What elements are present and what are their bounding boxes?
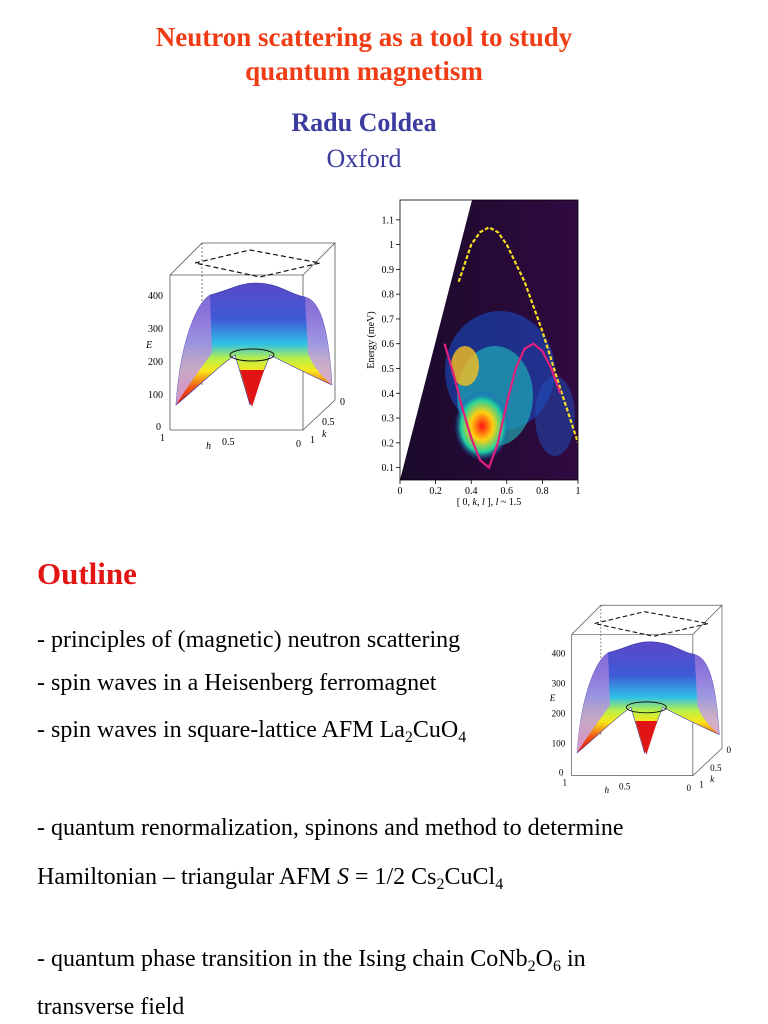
surface-cone-tip	[635, 721, 658, 755]
affiliation: Oxford	[326, 144, 402, 173]
x-tick-label: 0	[398, 486, 403, 497]
outline-item: - principles of (magnetic) neutron scatt…	[37, 627, 461, 653]
contour-ellipse	[625, 701, 667, 714]
h-tick: 1	[160, 433, 165, 444]
z-tick: 200	[148, 357, 163, 368]
y-tick-label: 0.5	[382, 364, 395, 375]
page-title: Neutron scattering as a tool to study qu…	[0, 20, 728, 88]
y-axis-ticks: 0.1 0.2 0.3 0.4 0.5 0.6 0.7 0.8 0.9 1 1.1	[382, 215, 400, 474]
z-tick: 100	[148, 390, 163, 401]
kinematic-limit-region	[400, 200, 472, 480]
intensity-map-chart: 0.10.20.30.40.50.60.70.80.911.1 0 0.2 0.4 0…	[366, 199, 581, 508]
outline-item: transverse field	[37, 994, 185, 1020]
h-tick: 0.5	[619, 781, 631, 791]
y-tick-label: 0.3	[382, 414, 395, 425]
outline-item: Hamiltonian – triangular AFM S = 1/2 Cs2…	[37, 864, 504, 893]
y-tick-label: 0.7	[382, 314, 395, 325]
dispersion-surface-figure-top: 400 300 200 100 0 E 1 0.5 0 h 0 0.5 1 k	[145, 242, 345, 452]
dashed-boundary-top	[594, 611, 709, 637]
y-tick-label: 0.6	[382, 339, 395, 350]
k-tick: 0.5	[322, 417, 335, 428]
k-tick: 1	[699, 780, 704, 790]
z-axis-label: E	[549, 693, 556, 703]
k-axis-ticks: 0 0.5 1 k	[699, 745, 731, 790]
title-line-1: Neutron scattering as a tool to study	[155, 22, 573, 52]
k-axis-label: k	[322, 429, 327, 440]
k-axis-ticks: 0 0.5 1 k	[310, 397, 345, 446]
surface-wing-left	[176, 295, 212, 405]
z-tick: 200	[552, 708, 566, 718]
x-axis-ticks: 0 0.2 0.4 0.6 0.8 1	[398, 480, 581, 497]
surface-wing-right	[305, 297, 332, 385]
intensity-overlay	[445, 311, 575, 461]
h-axis-label: h	[206, 441, 211, 452]
surface-wing-right	[694, 654, 720, 735]
y-tick-label: 0.9	[382, 265, 395, 276]
dispersion-curve-upper	[457, 226, 580, 444]
x-tick-label: 0.8	[536, 486, 549, 497]
h-axis-ticks: 1 0.5 0 h	[563, 778, 692, 795]
z-tick: 300	[148, 324, 163, 335]
k-tick: 0	[340, 397, 345, 408]
z-tick: 0	[156, 422, 161, 433]
x-axis-label: [ 0, k, l ], l ~ 1.5	[457, 497, 522, 508]
outline-item: - spin waves in a Heisenberg ferromagnet	[37, 670, 437, 696]
z-axis-ticks: 400 300 200 100 0 E	[549, 648, 566, 777]
z-tick: 400	[148, 291, 163, 302]
y-tick-label: 1	[389, 240, 394, 251]
x-tick-label: 0.2	[429, 486, 442, 497]
plot-frame	[399, 199, 579, 481]
z-axis-label: E	[145, 340, 152, 351]
surface-cone-tip	[240, 370, 264, 407]
contour-ellipse	[229, 348, 275, 362]
outline-item: - quantum renormalization, spinons and m…	[37, 815, 624, 841]
dashed-boundary-top	[194, 249, 321, 278]
outline-heading: Outline	[37, 556, 137, 591]
y-axis-label: Energy (meV)	[366, 311, 377, 368]
outline-item: - spin waves in square-lattice AFM La2Cu…	[37, 717, 467, 746]
y-tick-label: 1.1	[382, 215, 395, 226]
z-tick: 400	[552, 648, 566, 658]
y-tick-label: 0.8	[382, 290, 395, 301]
surface-wing-left	[577, 652, 610, 753]
x-tick-label: 1	[576, 486, 581, 497]
z-tick: 100	[552, 739, 566, 749]
y-tick-label: 0.1	[382, 463, 395, 474]
x-tick-label: 0.6	[501, 486, 514, 497]
x-tick-label: 0.4	[465, 486, 478, 497]
h-tick: 1	[563, 778, 568, 788]
k-tick: 0.5	[710, 763, 722, 773]
h-axis-ticks: 1 0.5 0 h	[160, 433, 301, 452]
y-tick-label: 0.4	[382, 389, 395, 400]
author-name: Radu Coldea	[291, 108, 437, 137]
title-line-2: quantum magnetism	[245, 56, 483, 86]
z-tick: 300	[552, 678, 566, 688]
dispersion-surface-figure-outline: 400 300 200 100 0 E 1 0.5 0 h 0 0.5 1 k	[549, 604, 732, 795]
dispersion-curve-lower	[443, 342, 562, 470]
z-axis-ticks: 400 300 200 100 0 E	[145, 291, 163, 433]
y-tick-label: 0.2	[382, 438, 395, 449]
h-tick: 0.5	[222, 437, 235, 448]
k-axis-label: k	[710, 774, 715, 784]
h-tick: 0	[686, 783, 691, 793]
h-axis-label: h	[604, 785, 609, 795]
h-tick: 0	[296, 439, 301, 450]
z-tick: 0	[559, 768, 564, 778]
outline-item: - quantum phase transition in the Ising …	[37, 946, 586, 975]
k-tick: 1	[310, 435, 315, 446]
k-tick: 0	[727, 745, 732, 755]
